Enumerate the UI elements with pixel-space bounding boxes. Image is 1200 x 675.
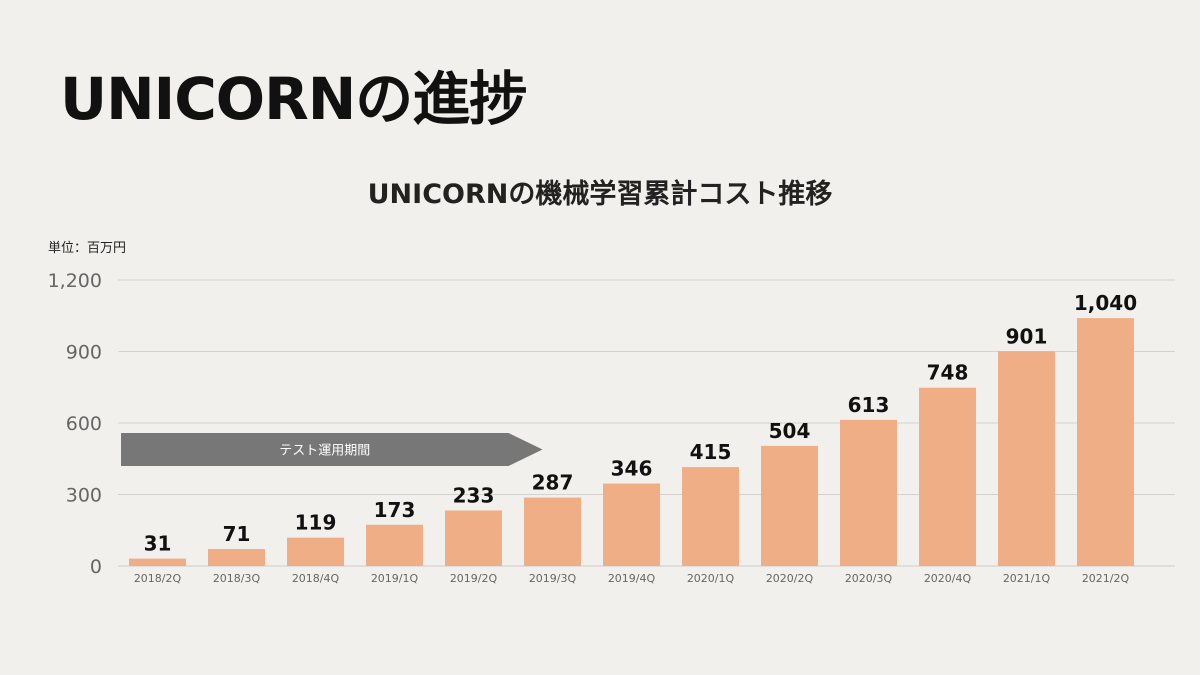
bar: [366, 524, 423, 566]
bar: [840, 419, 897, 566]
bar: [761, 445, 818, 566]
y-tick-label: 900: [66, 342, 102, 364]
chart-title: UNICORNの機械学習累計コスト推移: [367, 179, 833, 210]
x-tick-label: 2020/4Q: [924, 572, 972, 585]
x-tick-label: 2019/3Q: [529, 572, 577, 585]
x-tick-label: 2019/2Q: [450, 572, 498, 585]
x-tick-label: 2021/1Q: [1003, 572, 1051, 585]
data-label: 1,040: [1074, 291, 1137, 315]
data-label: 613: [848, 393, 890, 417]
data-label: 71: [223, 522, 251, 546]
y-tick-label: 0: [90, 556, 102, 578]
data-label: 504: [769, 419, 811, 443]
test-period-arrow: [121, 433, 543, 466]
x-tick-label: 2021/2Q: [1082, 572, 1130, 585]
y-tick-label: 300: [66, 485, 102, 507]
page-title: UNICORNの進捗: [60, 65, 527, 133]
x-tick-label: 2019/4Q: [608, 572, 656, 585]
data-label: 233: [453, 483, 495, 507]
bar: [1077, 318, 1134, 566]
test-period-label: テスト運用期間: [279, 444, 370, 459]
x-tick-label: 2018/2Q: [134, 572, 182, 585]
bar: [129, 558, 186, 566]
x-tick-label: 2019/1Q: [371, 572, 419, 585]
unit-label: 単位：百万円: [48, 241, 127, 256]
x-tick-label: 2018/3Q: [213, 572, 261, 585]
bar: [524, 497, 581, 566]
bar: [603, 483, 660, 566]
data-label: 748: [927, 361, 969, 385]
data-label: 287: [532, 471, 574, 495]
data-label: 31: [144, 532, 172, 556]
data-label: 346: [611, 457, 653, 481]
x-tick-label: 2020/2Q: [766, 572, 814, 585]
bar: [919, 387, 976, 566]
x-tick-label: 2020/1Q: [687, 572, 735, 585]
data-label: 173: [374, 498, 416, 522]
y-tick-label: 600: [66, 413, 102, 435]
label-layer: 31 2018/2Q 71 2018/3Q 119 2018/4Q 173 2019/1Q 23…: [134, 291, 1137, 585]
bar: [208, 549, 265, 566]
bar-layer: [129, 318, 1134, 566]
x-tick-label: 2020/3Q: [845, 572, 893, 585]
data-label: 119: [295, 511, 337, 535]
bar: [287, 537, 344, 566]
annotation-layer: テスト運用期間: [121, 433, 543, 466]
bar: [445, 510, 502, 566]
bar: [682, 467, 739, 566]
bar: [998, 351, 1055, 566]
y-tick-label: 1,200: [48, 270, 102, 292]
x-tick-label: 2018/4Q: [292, 572, 340, 585]
data-label: 415: [690, 440, 732, 464]
data-label: 901: [1006, 324, 1048, 348]
